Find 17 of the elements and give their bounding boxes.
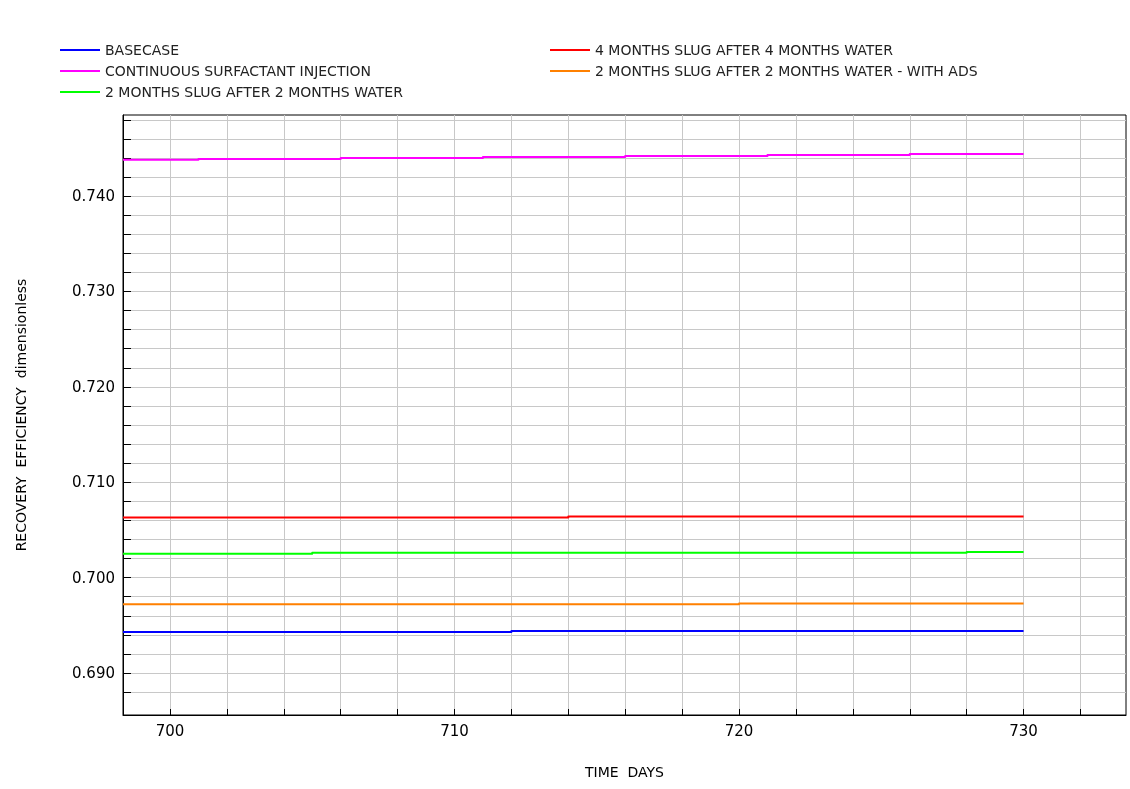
x-tick-label: 720	[724, 721, 754, 740]
legend-label: BASECASE	[105, 42, 179, 58]
x-tick-label: 700	[155, 721, 185, 740]
legend-label: CONTINUOUS SURFACTANT INJECTION	[105, 63, 372, 79]
y-tick-label: 0.720	[72, 377, 115, 396]
x-tick-label: 710	[440, 721, 469, 740]
text: 0.690	[72, 664, 115, 683]
x-tick-label: 730	[1009, 721, 1038, 740]
legend-label: 2 MONTHS SLUG AFTER 2 MONTHS WATER - WITH ADS	[595, 63, 978, 79]
x-axis-title: TIME DAYS	[584, 764, 665, 780]
y-tick-label: 0.740	[72, 187, 115, 206]
legend-label: 2 MONTHS SLUG AFTER 2 MONTHS WATER	[105, 84, 404, 100]
legend-label: 4 MONTHS SLUG AFTER 4 MONTHS WATER	[595, 42, 894, 58]
y-axis-title: RECOVERY EFFICIENCY dimensionless	[13, 278, 29, 552]
y-tick-label: 0.700	[72, 568, 115, 587]
y-tick-label: 0.730	[72, 282, 115, 301]
y-tick-label: 0.710	[72, 473, 115, 492]
